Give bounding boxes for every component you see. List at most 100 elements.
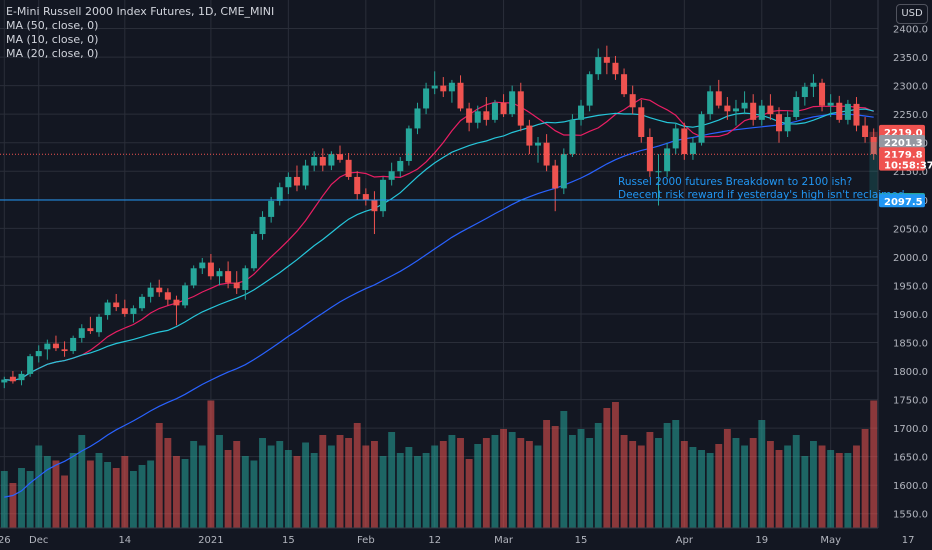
candle-body [621, 74, 628, 95]
chart-legend: E-Mini Russell 2000 Index Futures, 1D, C… [6, 5, 274, 61]
volume-bar [327, 445, 335, 528]
candle-body [534, 142, 542, 146]
volume-bar [207, 400, 215, 528]
volume-bar [0, 471, 8, 528]
volume-bar [457, 438, 464, 528]
volume-bar [586, 438, 594, 528]
candle-body [836, 102, 843, 120]
price-label: 2219.0 [884, 128, 923, 139]
volume-bar [61, 475, 69, 528]
volume-bar [439, 441, 447, 528]
volume-bar [766, 441, 774, 528]
volume-bar [672, 420, 680, 528]
volume-bar [612, 402, 619, 528]
volume-bar [577, 429, 585, 528]
candle-body [732, 108, 739, 112]
volume-bar [844, 453, 852, 528]
volume-bar [396, 453, 404, 528]
volume-bar [250, 460, 258, 528]
volume-bar [482, 438, 490, 528]
candle-body [336, 154, 344, 160]
y-tick-label: 2000.0 [893, 253, 928, 264]
y-tick-label: 1550.0 [893, 510, 928, 521]
y-tick-label: 2050.0 [893, 224, 928, 235]
price-label-bg [879, 147, 925, 161]
candle-body [638, 107, 645, 137]
candle-body [259, 216, 266, 235]
volume-bar [732, 438, 740, 528]
volume-bar [422, 453, 430, 528]
candle-body [827, 102, 834, 106]
legend-ma20: MA (20, close, 0) [6, 47, 99, 60]
candle-body [311, 156, 318, 166]
candle-body [414, 108, 421, 129]
x-tick-label: 2021 [198, 535, 223, 546]
volume-bar [715, 444, 723, 528]
candle-body [35, 351, 42, 357]
x-tick-label: Apr [676, 535, 694, 546]
candle-body [397, 160, 404, 172]
volume-bar [302, 442, 310, 528]
volume-bar [448, 435, 456, 528]
y-tick-label: 2250.0 [893, 110, 928, 121]
candle-body [319, 156, 326, 166]
y-tick-label: 1950.0 [893, 281, 928, 292]
legend-symbol: E-Mini Russell 2000 Index Futures, 1D, C… [6, 5, 275, 18]
price-label: 2097.5 [884, 197, 923, 208]
currency-button[interactable]: USD [896, 4, 928, 24]
y-tick-label: 1600.0 [893, 481, 928, 492]
volume-bar [508, 432, 516, 528]
x-tick-label: 15 [575, 535, 588, 546]
volume-bar [646, 432, 654, 528]
candle-body [483, 111, 490, 120]
candle-body [18, 373, 25, 381]
volume-bar [853, 445, 860, 528]
volume-bar [190, 441, 198, 528]
volume-bar [680, 441, 688, 528]
candle-body [655, 171, 662, 173]
volume-bar [655, 438, 662, 528]
volume-bar [112, 468, 120, 528]
candle-body [784, 117, 791, 132]
legend-ma10: MA (10, close, 0) [6, 33, 99, 46]
candle-body [672, 128, 679, 149]
candle-body [715, 91, 722, 106]
candle-body [207, 262, 214, 277]
y-tick-label: 1750.0 [893, 396, 928, 407]
volume-bar [284, 450, 292, 528]
volume-bar [353, 423, 361, 528]
candle-body [27, 356, 34, 374]
volume-bar [26, 471, 34, 528]
candle-body [423, 88, 430, 109]
volume-bar [319, 435, 327, 528]
price-label-bg [879, 124, 925, 138]
candle-body [147, 287, 154, 297]
volume-bar [568, 435, 576, 528]
chart-annotation[interactable]: Russel 2000 futures Breakdown to 2100 is… [618, 176, 908, 202]
candle-body [741, 102, 748, 109]
price-axis [878, 0, 932, 550]
volume-bar [706, 453, 714, 528]
candle-body [517, 91, 524, 126]
volume-bar [362, 445, 370, 528]
volume-bar [663, 423, 671, 528]
candle-body [664, 148, 671, 172]
volume-bar [267, 445, 275, 528]
candle-body [328, 154, 335, 166]
volume-bar [749, 438, 757, 528]
candle-body [603, 57, 610, 63]
volume-bar [870, 400, 878, 528]
y-tick-label: 1900.0 [893, 310, 928, 321]
candle-body [819, 82, 826, 106]
x-tick-label: 26 [0, 535, 11, 546]
candle-body [233, 282, 240, 289]
candle-body [793, 97, 800, 118]
candle-body [121, 308, 128, 314]
volume-bar [517, 438, 525, 528]
volume-bar [525, 441, 533, 528]
volume-bar [379, 456, 387, 528]
volume-bar [431, 445, 439, 528]
volume-bar [723, 429, 731, 528]
candle-body [491, 102, 498, 120]
